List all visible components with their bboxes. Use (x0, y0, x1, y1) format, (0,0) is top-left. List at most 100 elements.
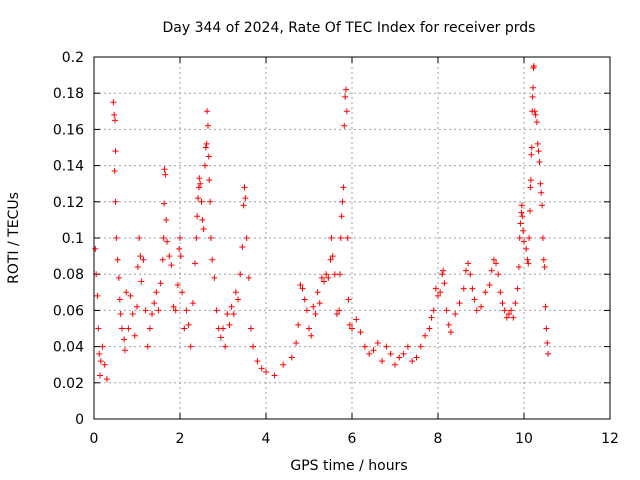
data-point (528, 151, 535, 158)
data-point (250, 343, 257, 350)
data-point (318, 274, 325, 281)
data-point (527, 207, 534, 214)
data-point (539, 202, 546, 209)
data-point (201, 162, 208, 169)
data-point (432, 285, 439, 292)
data-point (224, 311, 231, 318)
x-tick-label: 6 (348, 431, 357, 447)
data-point (370, 347, 377, 354)
data-point (195, 195, 202, 202)
data-point (263, 368, 269, 375)
y-tick-label: 0.06 (53, 303, 84, 319)
data-point (111, 111, 118, 118)
data-point (200, 225, 207, 232)
data-point (243, 235, 250, 241)
data-point (206, 177, 213, 184)
data-point (530, 84, 537, 91)
y-tick-label: 0.16 (53, 122, 84, 138)
data-point (211, 274, 218, 281)
data-point (337, 235, 344, 241)
data-point (508, 307, 515, 314)
data-point (213, 307, 220, 314)
data-point (239, 244, 246, 251)
data-point (112, 148, 119, 155)
data-point (539, 235, 546, 241)
data-point (396, 354, 403, 361)
data-point (177, 253, 184, 260)
data-point (207, 198, 214, 205)
data-point (97, 372, 104, 379)
data-point (531, 108, 538, 115)
data-point (280, 361, 287, 368)
grid (94, 57, 610, 419)
data-point (179, 289, 186, 296)
data-point (346, 321, 353, 328)
data-point (240, 202, 247, 209)
data-point (258, 365, 265, 372)
chart-title: Day 344 of 2024, Rate Of TEC Index for r… (163, 20, 536, 36)
data-point (142, 307, 149, 314)
data-point (92, 245, 99, 252)
data-point (193, 235, 200, 241)
data-point (114, 256, 121, 263)
data-point (241, 184, 248, 191)
data-point (230, 311, 237, 318)
data-point (538, 189, 545, 196)
data-point (161, 166, 168, 173)
data-point (195, 184, 202, 191)
data-point (138, 278, 145, 285)
data-point (204, 108, 211, 115)
data-point (217, 334, 224, 341)
data-point (112, 198, 119, 205)
data-point (493, 260, 500, 267)
data-point (163, 216, 170, 223)
data-point (187, 343, 194, 350)
data-point (101, 361, 108, 368)
data-point (168, 262, 175, 269)
data-point (222, 343, 229, 350)
data-point (117, 311, 124, 318)
y-tick-label: 0.08 (53, 267, 84, 283)
data-point (439, 271, 446, 278)
data-point (103, 376, 110, 383)
data-point (123, 289, 130, 296)
y-tick-label: 0.02 (53, 376, 84, 392)
data-point (532, 111, 539, 118)
data-point (228, 303, 235, 310)
data-point (499, 300, 506, 307)
data-point (336, 271, 343, 278)
data-point (149, 311, 156, 318)
data-point (205, 153, 212, 160)
data-point (543, 325, 550, 332)
data-point (517, 220, 524, 227)
data-point (445, 321, 452, 328)
data-point (202, 144, 209, 151)
data-point (325, 274, 332, 281)
data-point (495, 271, 502, 278)
data-point (161, 200, 168, 207)
data-point (327, 256, 334, 263)
data-point (490, 256, 497, 263)
data-point (254, 358, 261, 365)
data-point (338, 213, 345, 220)
data-point (478, 303, 484, 310)
data-point (299, 285, 306, 292)
data-point (469, 285, 476, 292)
data-point (196, 175, 203, 182)
data-point (486, 282, 493, 289)
data-point (417, 343, 424, 350)
axis-ticks: 0 2 4 6 8 10 12 0 0.02 0.04 0.06 0.08 0.1 0.12 0.14 0.1… (53, 50, 619, 447)
data-point (353, 316, 360, 323)
data-point (271, 372, 278, 379)
data-point (340, 184, 347, 191)
data-point (462, 267, 469, 274)
data-point (435, 292, 441, 299)
data-point (170, 303, 177, 310)
data-point (341, 122, 348, 129)
data-point (121, 347, 128, 354)
data-point (127, 292, 134, 299)
data-point (514, 285, 521, 292)
x-tick-label: 10 (515, 431, 533, 447)
data-point (374, 339, 381, 346)
